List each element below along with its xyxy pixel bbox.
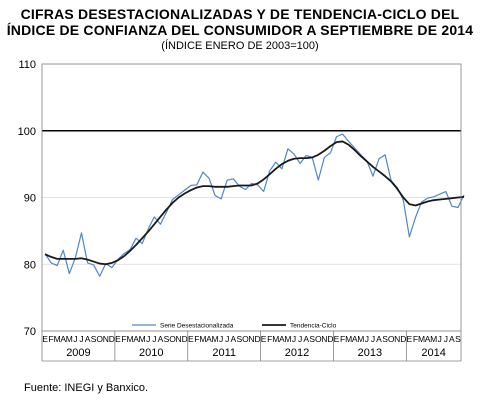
x-month-label: O — [242, 334, 249, 344]
x-month-label: O — [169, 334, 176, 344]
x-month-label: M — [284, 334, 291, 344]
x-year-label: 2012 — [285, 347, 309, 359]
x-month-label: S — [237, 334, 243, 344]
x-year-label: 2013 — [358, 347, 382, 359]
x-month-label: J — [79, 334, 83, 344]
x-month-label: A — [352, 334, 358, 344]
x-month-label: M — [199, 334, 206, 344]
x-month-label: N — [321, 334, 327, 344]
x-month-label: A — [158, 334, 164, 344]
y-tick-label: 70 — [24, 326, 36, 338]
chart-title-line2: ÍNDICE DE CONFIANZA DEL CONSUMIDOR A SEP… — [6, 22, 474, 38]
x-month-label: M — [430, 334, 437, 344]
x-month-label: A — [206, 334, 212, 344]
x-month-label: S — [455, 334, 461, 344]
x-month-label: A — [60, 334, 66, 344]
x-month-label: J — [152, 334, 156, 344]
x-month-label: A — [230, 334, 236, 344]
x-month-label: F — [121, 334, 126, 344]
x-month-label: N — [248, 334, 254, 344]
x-year-label: 2009 — [66, 347, 90, 359]
x-month-label: F — [340, 334, 345, 344]
x-month-label: D — [255, 334, 261, 344]
series-seasonal-line — [44, 133, 465, 277]
x-month-label: F — [49, 334, 54, 344]
x-month-label: J — [219, 334, 223, 344]
x-month-label: J — [298, 334, 302, 344]
x-month-label: M — [357, 334, 364, 344]
x-month-label: E — [407, 334, 413, 344]
x-month-label: M — [54, 334, 61, 344]
x-month-label: D — [182, 334, 188, 344]
x-month-label: E — [115, 334, 121, 344]
x-month-label: M — [345, 334, 352, 344]
x-month-label: A — [449, 334, 455, 344]
x-month-label: D — [400, 334, 406, 344]
x-month-label: S — [382, 334, 388, 344]
legend-label: Serie Desestacionalizada — [160, 323, 234, 330]
x-month-label: F — [267, 334, 272, 344]
legend-label: Tendencia-Ciclo — [290, 323, 337, 330]
x-month-label: O — [388, 334, 395, 344]
x-month-label: S — [309, 334, 315, 344]
x-month-label: A — [425, 334, 431, 344]
x-month-label: M — [272, 334, 279, 344]
x-month-label: J — [225, 334, 229, 344]
x-month-label: E — [42, 334, 48, 344]
chart-title-line1: CIFRAS DESESTACIONALIZADAS Y DE TENDENCI… — [20, 6, 460, 22]
x-month-label: S — [164, 334, 170, 344]
x-month-label: A — [85, 334, 91, 344]
x-year-label: 2011 — [212, 347, 236, 359]
x-month-label: J — [371, 334, 375, 344]
x-month-label: M — [212, 334, 219, 344]
series-layer — [44, 133, 465, 277]
x-month-label: N — [394, 334, 400, 344]
x-month-label: A — [133, 334, 139, 344]
y-tick-label: 100 — [18, 126, 36, 138]
x-month-label: D — [109, 334, 115, 344]
x-month-label: M — [66, 334, 73, 344]
series-trend-line — [44, 140, 465, 266]
x-month-label: M — [418, 334, 425, 344]
y-tick-label: 110 — [18, 59, 36, 71]
x-month-label: F — [413, 334, 418, 344]
x-month-label: J — [365, 334, 369, 344]
gridlines — [42, 63, 461, 332]
plot-frame — [41, 63, 462, 332]
x-month-label: M — [139, 334, 146, 344]
y-tick-label: 80 — [24, 259, 36, 271]
x-month-label: J — [438, 334, 442, 344]
x-month-label: J — [444, 334, 448, 344]
x-month-label: S — [91, 334, 97, 344]
x-month-label: J — [73, 334, 77, 344]
legend: Serie Desestacionalizada Tendencia-Ciclo — [132, 323, 337, 330]
source-note: Fuente: INEGI y Banxico. — [24, 382, 149, 394]
x-year-label: 2014 — [421, 347, 445, 359]
x-month-label: A — [376, 334, 382, 344]
x-month-label: M — [127, 334, 134, 344]
y-tick-label: 90 — [24, 193, 36, 205]
x-month-label: O — [315, 334, 322, 344]
x-month-label: E — [261, 334, 267, 344]
x-month-label: A — [303, 334, 309, 344]
x-month-label: N — [176, 334, 182, 344]
chart-subtitle: (ÍNDICE ENERO DE 2003=100) — [161, 40, 319, 52]
x-month-label: N — [103, 334, 109, 344]
x-month-label: J — [146, 334, 150, 344]
x-month-label: A — [279, 334, 285, 344]
x-month-label: J — [292, 334, 296, 344]
x-month-label: E — [334, 334, 340, 344]
x-month-label: O — [96, 334, 103, 344]
x-month-label: D — [327, 334, 333, 344]
x-month-label: F — [194, 334, 199, 344]
x-year-label: 2010 — [139, 347, 163, 359]
x-month-label: E — [188, 334, 194, 344]
y-axis: 70 80 90 100 110 — [18, 59, 36, 338]
